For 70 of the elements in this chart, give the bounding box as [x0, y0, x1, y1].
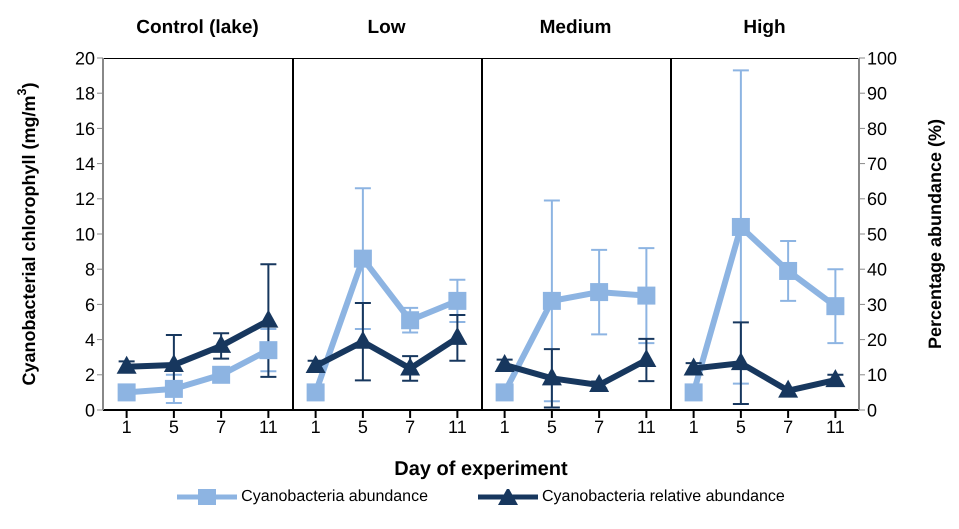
y-tick-label: 10 — [74, 224, 95, 244]
y2-tick-label: 50 — [867, 224, 888, 244]
y-tick-label: 4 — [84, 330, 95, 350]
point — [826, 297, 844, 316]
point — [400, 357, 420, 376]
point — [212, 366, 230, 384]
y-tick-label: 14 — [74, 154, 95, 174]
y-tick-label: 16 — [74, 118, 95, 139]
x-axis-title: Day of experiment — [393, 457, 569, 482]
x-tick-label: 5 — [736, 416, 746, 437]
point — [259, 341, 278, 360]
point — [732, 218, 750, 236]
legend-label: Cyanobacteria relative abundance — [542, 488, 785, 506]
y-tick-label: 2 — [84, 365, 95, 386]
x-tick-label: 5 — [168, 416, 179, 437]
y-tick-label: 0 — [84, 400, 95, 420]
x-tick-label: 11 — [448, 416, 467, 437]
y-tick-label: 12 — [74, 189, 95, 210]
point — [542, 292, 561, 310]
chart-title: High — [742, 16, 787, 40]
x-tick-label: 1 — [310, 416, 321, 437]
x-tick-label: 7 — [594, 416, 604, 437]
point — [542, 367, 562, 386]
point — [494, 354, 515, 372]
y2-tick-label: 20 — [867, 330, 888, 350]
point — [306, 355, 326, 373]
y2-tick-label: 30 — [867, 294, 888, 315]
chart-title: Low — [366, 16, 406, 40]
x-tick-label: 11 — [259, 416, 278, 437]
y-tick-label: 6 — [84, 294, 95, 315]
point — [118, 383, 136, 402]
y-tick-label: 8 — [84, 260, 95, 280]
x-tick-label: 11 — [826, 416, 845, 437]
y2-tick-label: 0 — [867, 400, 878, 420]
y2-tick-label: 40 — [867, 260, 888, 280]
chart-title: Medium — [538, 16, 612, 40]
point — [684, 383, 703, 402]
x-tick-label: 5 — [358, 416, 368, 437]
y2-tick-label: 70 — [867, 154, 888, 174]
x-tick-label: 7 — [216, 416, 226, 437]
y2-tick-label: 10 — [867, 365, 888, 386]
point — [637, 286, 656, 305]
point — [211, 334, 232, 353]
point — [164, 380, 183, 398]
point — [589, 374, 610, 392]
legend-label: Cyanobacteria abundance — [241, 488, 428, 506]
y2-tick-label: 80 — [867, 118, 888, 139]
point — [306, 383, 325, 402]
point — [779, 262, 798, 280]
x-tick-label: 1 — [122, 416, 132, 437]
point — [116, 356, 137, 374]
y2-axis-title: Percentage abundance (%) — [924, 118, 945, 350]
point — [590, 283, 608, 302]
point — [354, 250, 372, 268]
point — [448, 292, 466, 310]
y-tick-label: 18 — [74, 84, 95, 104]
x-tick-label: 7 — [783, 416, 794, 437]
x-tick-label: 1 — [688, 416, 699, 437]
point — [401, 311, 420, 330]
y2-tick-label: 100 — [867, 48, 898, 68]
y2-tick-label: 90 — [867, 84, 888, 104]
x-tick-label: 7 — [405, 416, 416, 437]
point — [164, 354, 184, 372]
x-tick-label: 11 — [637, 416, 656, 437]
point — [496, 383, 514, 402]
x-tick-label: 1 — [500, 416, 510, 437]
chart-title: Control (lake) — [135, 16, 260, 40]
y-tick-label: 20 — [74, 48, 95, 68]
y2-tick-label: 60 — [867, 189, 888, 210]
x-tick-label: 5 — [546, 416, 557, 437]
